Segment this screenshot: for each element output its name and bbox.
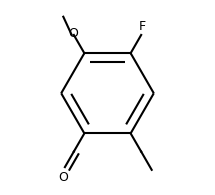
Text: F: F — [139, 20, 146, 33]
Text: O: O — [58, 171, 68, 184]
Text: O: O — [68, 27, 78, 40]
